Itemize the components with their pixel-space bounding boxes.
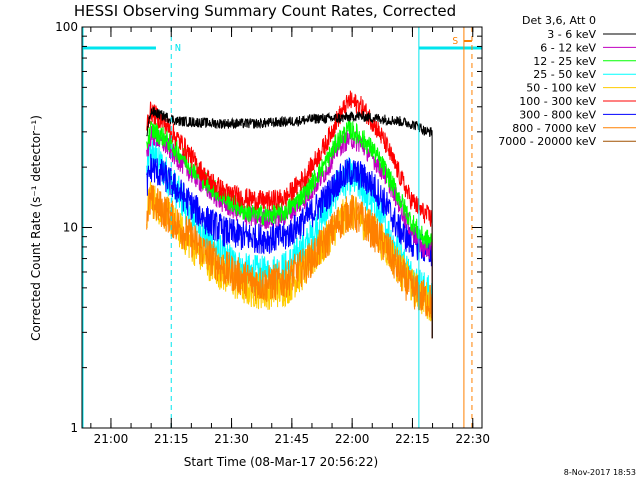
legend-entry-label: 7000 - 20000 keV: [498, 135, 596, 148]
legend-entry-label: 12 - 25 keV: [533, 55, 596, 68]
series-line-5: [146, 90, 433, 339]
x-tick-label: 22:00: [335, 432, 370, 446]
legend-entry-label: 25 - 50 keV: [533, 68, 596, 81]
x-tick-label: 21:45: [275, 432, 310, 446]
x-tick-label: 21:15: [154, 432, 189, 446]
legend-entry-label: 3 - 6 keV: [547, 28, 596, 41]
generation-timestamp: 8-Nov-2017 18:53: [564, 468, 636, 477]
y-tick-label: 1: [70, 421, 78, 435]
chart-title: HESSI Observing Summary Count Rates, Cor…: [74, 2, 456, 20]
series-line-0: [146, 106, 433, 339]
legend-entry-label: 300 - 800 keV: [519, 108, 596, 121]
legend-entry-label: 50 - 100 keV: [526, 82, 596, 95]
series-line-6: [146, 153, 433, 339]
x-tick-label: 21:00: [94, 432, 129, 446]
axes: 21:00 21:15 21:30 21:45 22:00 22:15 22:30 1 10 10…: [55, 20, 490, 446]
legend-entry-label: 100 - 300 keV: [519, 95, 596, 108]
x-tick-label: 22:15: [395, 432, 430, 446]
x-axis-label: Start Time (08-Mar-17 20:56:22): [184, 455, 378, 469]
series-line-7: [146, 184, 433, 339]
plot-area: [146, 90, 433, 339]
attenuator-label: N: [175, 43, 181, 54]
legend-header: Det 3,6, Att 0: [522, 14, 596, 27]
series-line-3: [146, 140, 433, 339]
legend-entry-label: 6 - 12 keV: [540, 41, 596, 54]
instrument-markers: NS: [82, 27, 482, 428]
legend-entry-label: 800 - 7000 keV: [512, 122, 596, 135]
y-tick-label: 10: [63, 221, 78, 235]
saa-label: S: [452, 36, 458, 47]
series-line-2: [146, 119, 433, 339]
y-axis-label: Corrected Count Rate (s⁻¹ detector⁻¹): [29, 115, 43, 341]
y-tick-label: 100: [55, 20, 78, 34]
x-tick-label: 22:30: [455, 432, 490, 446]
x-tick-label: 21:30: [214, 432, 249, 446]
